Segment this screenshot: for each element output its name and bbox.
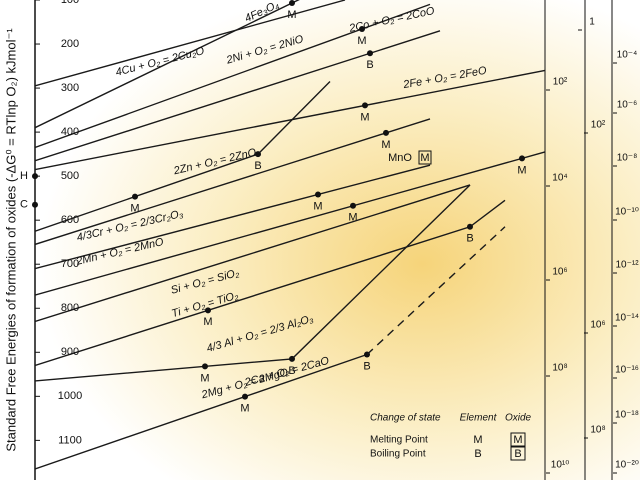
element-marker-label: B	[363, 360, 370, 372]
y-tick-label: 200	[61, 38, 79, 50]
scale-label: 10⁴	[552, 173, 567, 184]
plot-area: MMMBMMBMMMMMBMBMB	[35, 0, 546, 470]
y-tick-label: 700	[61, 258, 79, 270]
y-tick-label: 100	[61, 0, 79, 6]
y-tick-label: 300	[61, 82, 79, 94]
series-line	[366, 226, 506, 356]
y-tick-label: 600	[61, 214, 79, 226]
legend-oxide-box	[510, 432, 526, 447]
element-marker	[315, 191, 321, 198]
series-line	[35, 69, 546, 171]
element-marker	[289, 355, 295, 362]
annotation-box-label: M	[420, 152, 429, 164]
annotation-box	[418, 150, 432, 165]
series-line	[35, 164, 431, 270]
left-marker-label: H	[20, 170, 28, 182]
scale-label: 10⁸	[590, 425, 605, 436]
y-tick-label: 500	[61, 170, 79, 182]
legend-oxide-box	[510, 446, 526, 461]
y-axis-label: Standard Free Energies of formation of o…	[3, 28, 18, 452]
element-marker	[289, 0, 295, 7]
element-marker	[467, 223, 473, 230]
y-tick-label: 800	[61, 302, 79, 314]
scale-label: 10⁶	[590, 320, 605, 331]
scale-label: 10⁻¹⁴	[615, 313, 639, 324]
element-marker	[242, 393, 248, 400]
element-marker	[202, 363, 208, 370]
element-marker-label: B	[254, 160, 261, 172]
element-marker-label: M	[313, 200, 322, 212]
element-marker	[359, 26, 365, 33]
series-line	[35, 184, 471, 323]
scale-label: 10⁻⁶	[617, 100, 638, 111]
scale-label: 10⁻¹⁰	[615, 207, 639, 218]
scale-label: 10²	[591, 120, 606, 131]
legend-row-label: Melting Point	[370, 435, 428, 446]
element-marker	[350, 202, 356, 209]
scale-label: 10⁻¹²	[615, 260, 639, 271]
series-line	[35, 118, 431, 246]
scale-label: 10¹⁰	[551, 460, 569, 471]
element-marker-label: B	[366, 59, 373, 71]
element-marker-label: M	[240, 402, 249, 414]
scale-label: 1	[589, 17, 595, 28]
series-line	[35, 353, 368, 470]
element-marker-label: M	[360, 111, 369, 123]
element-marker-label: M	[287, 9, 296, 21]
element-marker	[367, 50, 373, 57]
scale-label: 10⁻²⁰	[615, 460, 639, 471]
series-line	[35, 0, 346, 87]
legend-element-symbol: M	[473, 434, 482, 446]
legend-oxide-symbol: M	[513, 434, 522, 446]
series-line	[35, 0, 300, 129]
element-marker-label: M	[200, 372, 209, 384]
legend-element: Element	[460, 413, 498, 424]
scale-label: 10⁶	[552, 267, 567, 278]
element-marker	[519, 155, 525, 162]
scale-label: 10⁸	[552, 363, 567, 374]
element-marker-label: B	[466, 233, 473, 245]
legend-oxide-symbol: B	[514, 448, 521, 460]
element-marker-label: M	[130, 203, 139, 215]
scale-label: 10⁻¹⁶	[615, 365, 639, 376]
left-marker	[32, 173, 38, 180]
series-line	[35, 151, 546, 296]
scale-label: 10⁻¹⁸	[615, 410, 639, 421]
legend-element-symbol: B	[474, 448, 481, 460]
left-marker	[32, 201, 38, 208]
legend-row-label: Boiling Point	[370, 449, 426, 460]
element-marker-label: M	[348, 212, 357, 224]
legend-oxide: Oxide	[505, 413, 532, 424]
element-marker-label: M	[381, 139, 390, 151]
y-tick-label: 1000	[58, 390, 82, 402]
element-marker-label: M	[517, 164, 526, 176]
scale-label: 10⁻⁴	[617, 50, 638, 61]
legend-title: Change of state	[370, 413, 441, 424]
scale-label: 10²	[553, 77, 568, 88]
element-marker	[255, 151, 261, 158]
y-tick-label: 1100	[58, 434, 82, 446]
y-tick-label: 900	[61, 346, 79, 358]
element-marker	[362, 102, 368, 109]
element-marker-label: M	[203, 316, 212, 328]
element-marker-label: M	[357, 35, 366, 47]
element-marker-label: B	[288, 365, 295, 377]
scale-label: 10⁻⁸	[617, 153, 638, 164]
annotation: MnO	[388, 152, 412, 164]
y-tick-label: 400	[61, 126, 79, 138]
element-marker	[383, 129, 389, 136]
left-marker-label: C	[20, 199, 28, 211]
element-marker	[132, 193, 138, 200]
element-marker	[205, 307, 211, 314]
